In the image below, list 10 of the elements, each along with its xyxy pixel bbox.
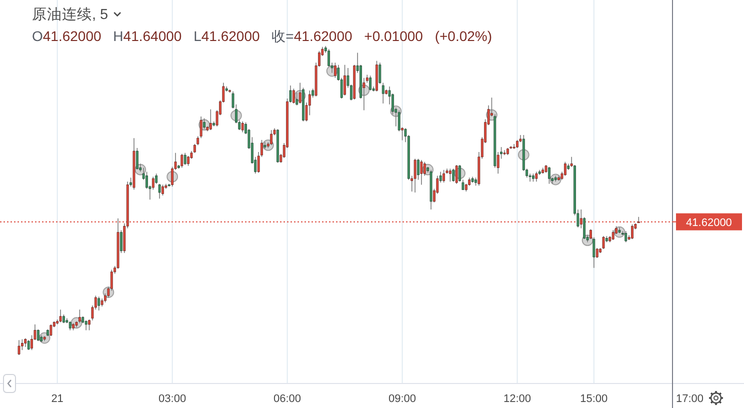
x-tick-label: 12:00	[504, 393, 532, 405]
x-tick-label: 15:00	[580, 393, 608, 405]
x-tick-label: 17:00	[676, 393, 704, 405]
chart-title: 原油连续, 5	[32, 6, 108, 23]
x-tick-label: 21	[51, 393, 64, 405]
x-tick-label: 09:00	[388, 393, 416, 405]
text: O41.62000 H41.64000 L41.62000 收=41.62000 +0.01000 (+0.02%)	[32, 28, 492, 44]
x-tick-label: 03:00	[158, 393, 186, 405]
annotation: 41.62000	[686, 216, 732, 229]
x-tick-label: 06:00	[274, 393, 302, 405]
